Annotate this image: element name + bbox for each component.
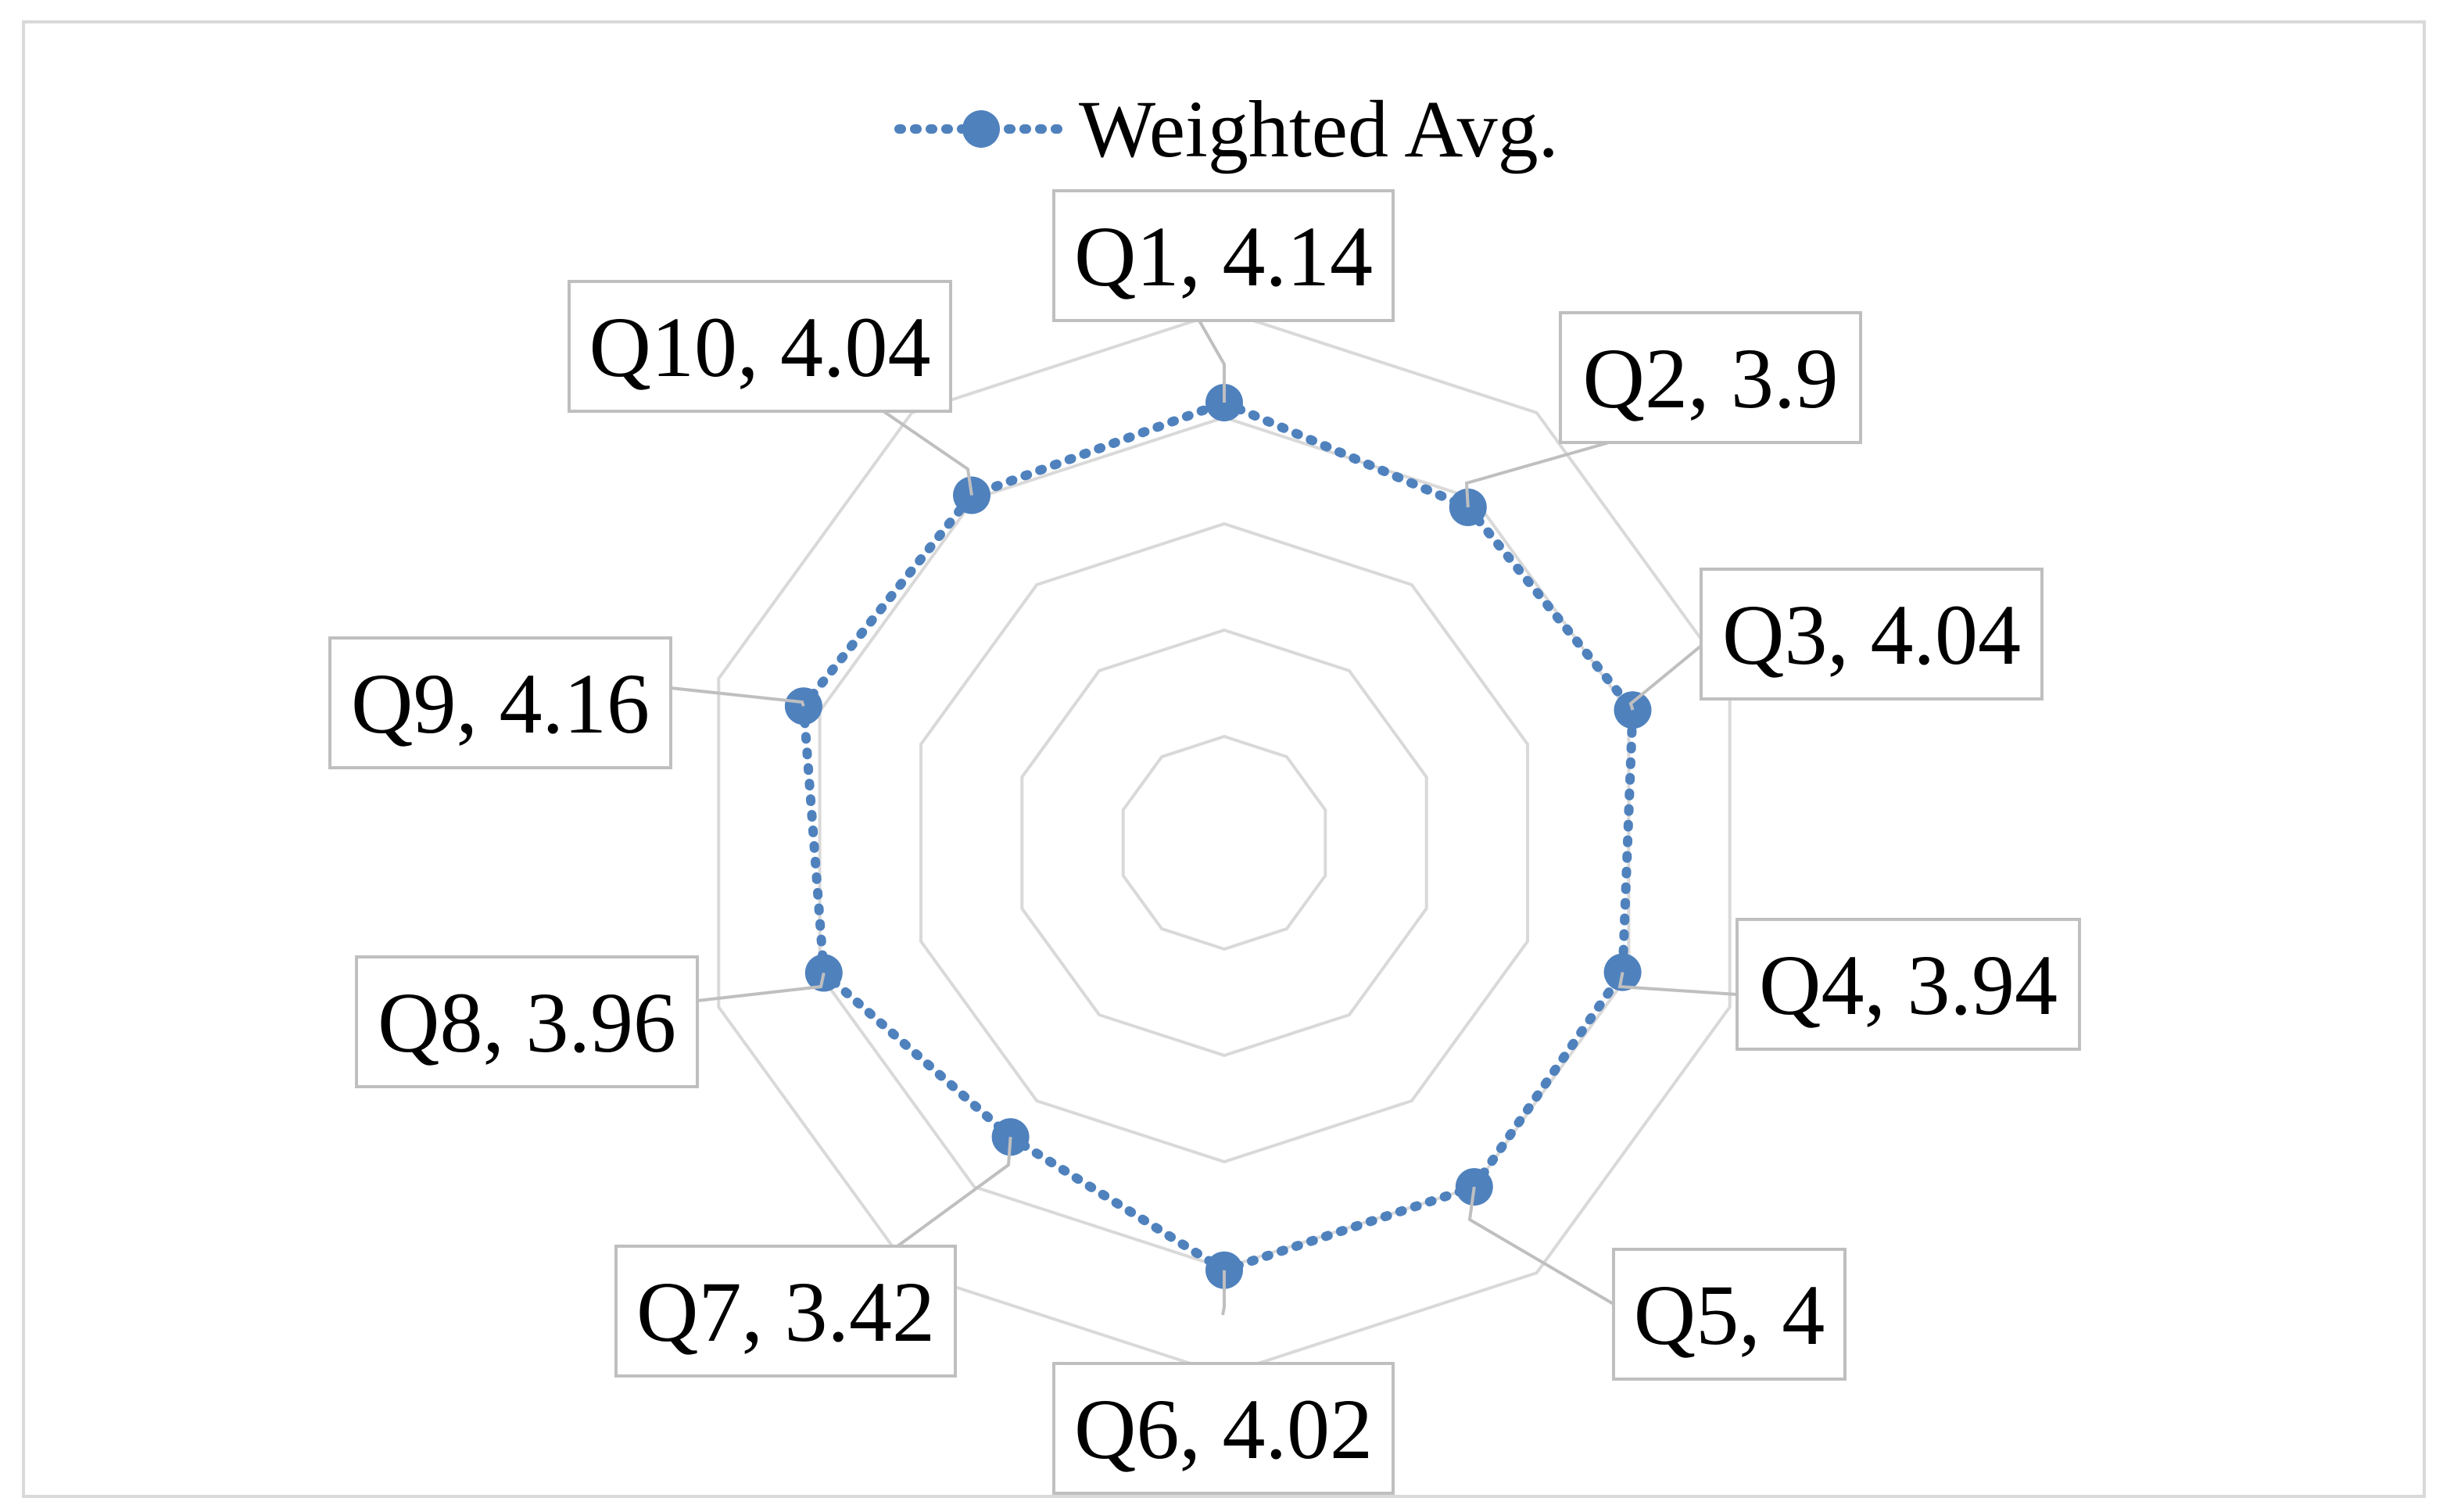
label-leader-q1 bbox=[1198, 320, 1226, 403]
grid-ring-5 bbox=[717, 309, 1732, 1377]
label-box-q3 bbox=[1700, 568, 2044, 700]
label-text-q4: Q4, 3.94 bbox=[1759, 937, 2058, 1033]
legend: Weighted Avg. bbox=[894, 84, 1559, 174]
data-label-q8: Q8, 3.96 bbox=[355, 955, 826, 1088]
data-label-q7: Q7, 3.42 bbox=[614, 1137, 1012, 1378]
label-leader-q8 bbox=[697, 972, 826, 1002]
label-leader-q10 bbox=[882, 410, 973, 496]
label-leader-q3 bbox=[1628, 644, 1703, 711]
label-text-q7: Q7, 3.42 bbox=[636, 1264, 935, 1360]
label-text-q5: Q5, 4 bbox=[1634, 1267, 1825, 1363]
label-box-q6 bbox=[1052, 1362, 1395, 1495]
data-label-q3: Q3, 4.04 bbox=[1628, 568, 2044, 711]
data-label-q10: Q10, 4.04 bbox=[568, 280, 973, 496]
data-label-q1: Q1, 4.14 bbox=[1052, 189, 1395, 403]
data-label-q2: Q2, 3.9 bbox=[1464, 311, 1862, 508]
data-label-q5: Q5, 4 bbox=[1467, 1186, 1847, 1381]
data-label-q9: Q9, 4.16 bbox=[328, 636, 805, 769]
label-box-q9 bbox=[328, 636, 672, 769]
radar-grid bbox=[717, 309, 1732, 1377]
data-labels: Q1, 4.14 Q2, 3.9 Q3, 4.04 Q4, 3.94 Q5, 4 Q6, … bbox=[328, 189, 2081, 1495]
label-box-q2 bbox=[1559, 311, 1862, 444]
label-text-q8: Q8, 3.96 bbox=[378, 975, 676, 1070]
label-leader-q6 bbox=[1221, 1270, 1226, 1316]
label-box-q8 bbox=[355, 955, 699, 1088]
label-box-q7 bbox=[614, 1245, 957, 1378]
label-text-q6: Q6, 4.02 bbox=[1074, 1381, 1373, 1477]
label-text-q9: Q9, 4.16 bbox=[351, 656, 650, 751]
data-label-q6: Q6, 4.02 bbox=[1052, 1270, 1395, 1495]
label-box-q5 bbox=[1612, 1248, 1847, 1381]
label-box-q4 bbox=[1736, 918, 2081, 1051]
label-box-q1 bbox=[1052, 189, 1395, 322]
label-leader-q7 bbox=[896, 1137, 1012, 1248]
grid-ring-4 bbox=[818, 415, 1631, 1270]
label-leader-q4 bbox=[1617, 972, 1738, 996]
label-box-q10 bbox=[568, 280, 952, 413]
data-label-q4: Q4, 3.94 bbox=[1617, 918, 2081, 1051]
label-leader-q5 bbox=[1467, 1186, 1615, 1306]
label-text-q1: Q1, 4.14 bbox=[1074, 209, 1373, 304]
label-leader-q2 bbox=[1464, 441, 1610, 508]
label-text-q2: Q2, 3.9 bbox=[1583, 331, 1839, 426]
label-text-q3: Q3, 4.04 bbox=[1722, 587, 2021, 683]
grid-ring-1 bbox=[1121, 734, 1327, 951]
legend-marker bbox=[962, 110, 1000, 148]
label-leader-q9 bbox=[670, 686, 805, 707]
grid-ring-2 bbox=[1020, 628, 1428, 1058]
label-text-q10: Q10, 4.04 bbox=[589, 299, 931, 395]
grid-ring-3 bbox=[919, 521, 1529, 1164]
series-weighted-avg bbox=[784, 384, 1652, 1289]
legend-label: Weighted Avg. bbox=[1079, 84, 1559, 174]
